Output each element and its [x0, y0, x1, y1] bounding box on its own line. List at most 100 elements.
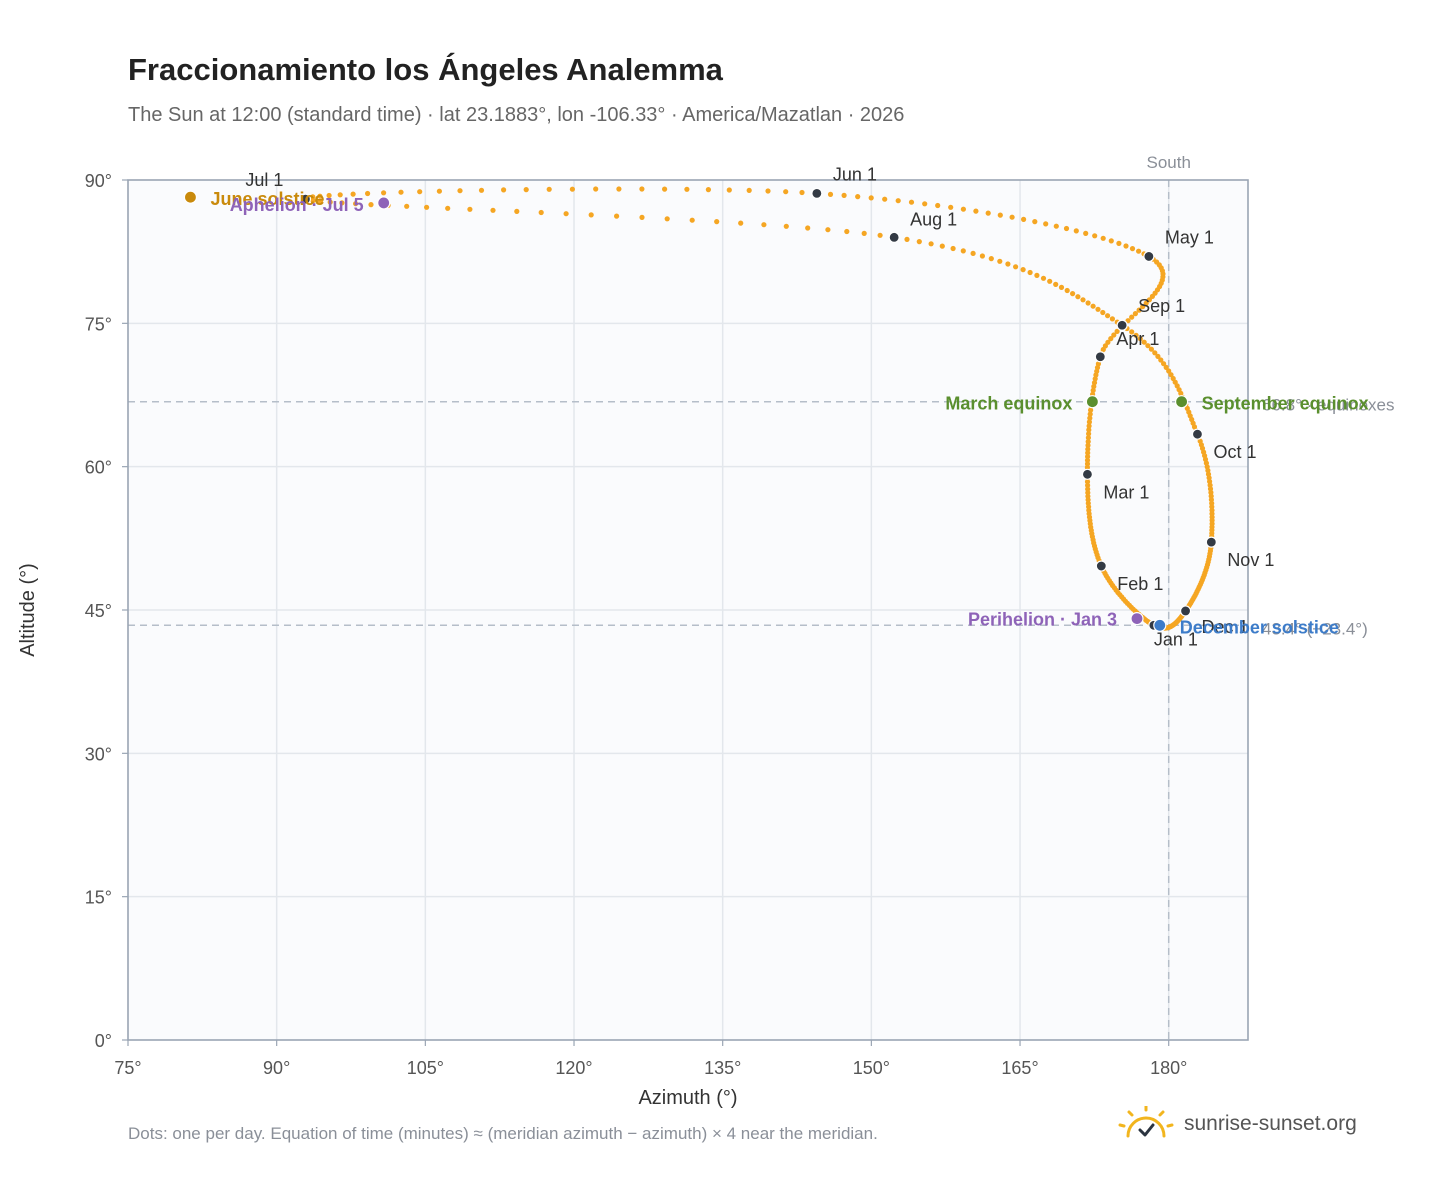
day-dot: [1084, 461, 1091, 467]
event-marker: [1130, 611, 1144, 626]
chart-subtitle: The Sun at 12:00 (standard time) · lat 2…: [128, 104, 905, 126]
day-dot: [705, 187, 712, 193]
reference-label: 43.4° (−23.4°): [1262, 619, 1368, 638]
day-dot: [1152, 350, 1158, 356]
day-dot: [1013, 264, 1019, 270]
day-dot: [1084, 479, 1091, 485]
day-dot: [1027, 269, 1033, 276]
day-dot: [1129, 246, 1136, 252]
event-label: March equinox: [945, 394, 1072, 414]
day-dot: [365, 190, 371, 197]
day-dot: [1095, 306, 1101, 312]
day-dot: [1085, 454, 1091, 460]
day-dot: [689, 217, 695, 223]
month-marker: [1205, 536, 1217, 548]
day-dot: [1087, 411, 1093, 417]
event-marker: [183, 190, 198, 204]
day-dot: [939, 243, 945, 249]
month-label: Dec 1: [1202, 617, 1249, 637]
day-dot: [662, 186, 668, 192]
day-dot: [1086, 431, 1092, 437]
day-dot: [1105, 313, 1111, 319]
day-dot: [1087, 415, 1093, 421]
day-dot: [714, 219, 720, 225]
day-dot: [417, 189, 423, 195]
day-dot: [1143, 300, 1149, 306]
day-dot: [1116, 240, 1122, 246]
day-dot: [1133, 332, 1139, 338]
y-tick-label: 90°: [85, 171, 112, 191]
day-dot: [827, 191, 834, 197]
month-label: Jan 1: [1154, 629, 1198, 649]
meridian-label: South: [1146, 153, 1190, 172]
day-dot: [1064, 287, 1070, 294]
day-dot: [457, 188, 463, 194]
day-dot: [1083, 230, 1089, 236]
day-dot: [350, 191, 356, 197]
month-marker: [1095, 560, 1107, 572]
day-dot: [490, 207, 496, 213]
day-dot: [1053, 223, 1059, 229]
day-dot: [1070, 291, 1076, 297]
x-tick-label: 135°: [704, 1058, 741, 1078]
month-marker: [1179, 605, 1192, 617]
month-label: Feb 1: [1117, 574, 1163, 594]
day-dot: [1125, 318, 1131, 324]
day-dot: [588, 212, 594, 218]
day-dot: [882, 196, 888, 202]
day-dot: [726, 187, 732, 193]
day-dot: [478, 187, 485, 193]
day-dot: [1053, 281, 1059, 287]
month-label: May 1: [1165, 227, 1214, 247]
day-dot: [317, 198, 324, 204]
month-marker: [811, 187, 823, 199]
day-dot: [1073, 228, 1079, 234]
day-dot: [825, 227, 831, 233]
day-dot: [904, 236, 910, 242]
day-dot: [1145, 343, 1151, 349]
day-dot: [960, 206, 967, 212]
brand[interactable]: sunrise-sunset.org: [1118, 1104, 1357, 1144]
day-dot: [970, 250, 976, 256]
day-dot: [783, 189, 789, 195]
event-markers: June solstice December solstice March equi…: [183, 189, 1369, 637]
chart-title: Fraccionamiento los Ángeles Analemma: [128, 52, 723, 87]
day-dot: [1021, 216, 1027, 222]
x-tick-label: 120°: [555, 1058, 592, 1078]
day-dot: [1136, 248, 1142, 254]
month-markers: Jan 1 Feb 1 Mar 1 Apr 1 May 1 Jun 1 Jul 1 Aug 1…: [245, 164, 1274, 649]
x-tick-label: 165°: [1001, 1058, 1038, 1078]
day-dot: [514, 208, 520, 214]
day-dot: [1085, 300, 1091, 306]
day-dot: [738, 220, 744, 226]
day-dot: [1075, 294, 1081, 300]
month-label: Oct 1: [1213, 442, 1256, 462]
day-dot: [1109, 316, 1115, 322]
day-dot: [948, 204, 954, 210]
event-marker: [1174, 395, 1189, 409]
day-dot: [616, 186, 622, 192]
day-dot: [1086, 419, 1092, 425]
day-dot: [501, 187, 507, 193]
y-axis-label: Altitude (°): [17, 563, 39, 657]
x-tick-label: 90°: [263, 1058, 290, 1078]
day-dot: [1047, 278, 1053, 284]
day-dot: [1085, 442, 1091, 448]
day-dot: [538, 209, 544, 216]
sun-logo-icon: [1118, 1106, 1174, 1138]
y-tick-label: 15°: [85, 888, 112, 908]
day-dot: [1005, 261, 1011, 267]
day-dot: [424, 204, 430, 210]
event-label: June solstice: [210, 189, 324, 209]
day-dot: [1085, 446, 1091, 452]
day-dot: [1140, 304, 1146, 310]
x-tick-label: 180°: [1150, 1058, 1187, 1078]
day-dot: [985, 210, 991, 216]
day-dot: [1161, 361, 1167, 367]
day-dot: [988, 256, 994, 262]
day-dot: [1111, 332, 1117, 338]
day-dot: [1136, 307, 1142, 313]
day-dot: [868, 195, 874, 201]
day-dot: [855, 194, 861, 200]
